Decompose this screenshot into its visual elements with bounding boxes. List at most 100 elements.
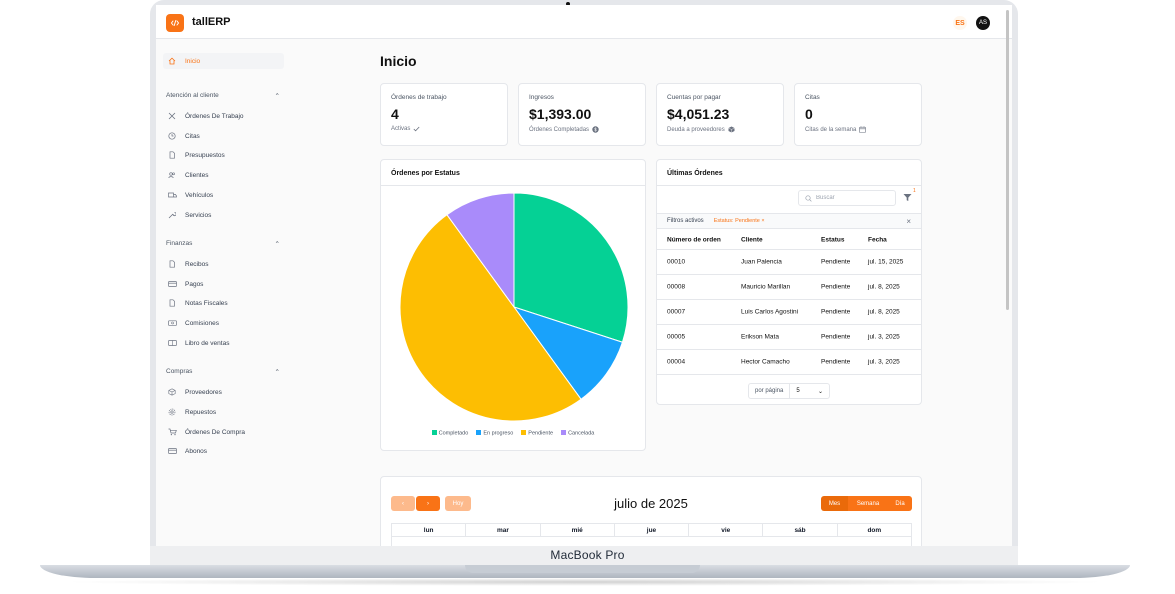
orders-table: Número de orden Cliente Estatus Fecha 00… xyxy=(657,230,921,375)
section-atencion[interactable]: Atención al cliente ⌃ xyxy=(166,92,280,100)
sidebar-item-citas[interactable]: Citas xyxy=(163,128,284,144)
search-icon xyxy=(805,194,812,202)
stat-card-citas[interactable]: Citas 0 Citas de la semana xyxy=(794,83,922,146)
remove-filter-icon[interactable]: × xyxy=(761,218,765,224)
document-icon xyxy=(166,260,178,268)
sidebar-item-label: Órdenes De Compra xyxy=(185,428,245,436)
sidebar-item-label: Libro de ventas xyxy=(185,339,230,347)
column-header[interactable]: Cliente xyxy=(741,236,763,243)
column-header[interactable]: Fecha xyxy=(868,236,887,243)
order-number: 00010 xyxy=(667,258,686,266)
section-finanzas[interactable]: Finanzas ⌃ xyxy=(166,240,280,248)
gear-icon xyxy=(166,408,178,416)
cart-icon xyxy=(166,428,178,436)
calendar-title: julio de 2025 xyxy=(614,496,688,511)
clear-filters-icon[interactable]: × xyxy=(906,217,911,226)
sidebar-item-libro-ventas[interactable]: Libro de ventas xyxy=(163,335,284,351)
sidebar-item-comisiones[interactable]: Comisiones xyxy=(163,315,284,331)
table-row[interactable]: 00005 Erikson Mata Pendiente jul. 3, 2025 xyxy=(657,325,921,350)
sidebar-item-label: Comisiones xyxy=(185,319,219,327)
sidebar-item-ordenes-trabajo[interactable]: Órdenes De Trabajo xyxy=(163,108,284,124)
stat-card-ordenes[interactable]: Órdenes de trabajo 4 Activas xyxy=(380,83,508,146)
column-header[interactable]: Número de orden xyxy=(667,236,721,243)
document-icon xyxy=(166,151,178,159)
laptop-chin xyxy=(150,546,1018,565)
client-name: Mauricio Marillan xyxy=(741,283,791,291)
sidebar-item-clientes[interactable]: Clientes xyxy=(163,167,284,183)
calendar-prev-button[interactable]: ‹ xyxy=(391,496,415,511)
truck-icon xyxy=(166,191,178,199)
stat-label: Cuentas por pagar xyxy=(667,94,721,101)
table-row[interactable]: 00008 Mauricio Marillan Pendiente jul. 8, 2… xyxy=(657,275,921,300)
order-date: jul. 8, 2025 xyxy=(868,283,900,291)
sidebar-item-presupuestos[interactable]: Presupuestos xyxy=(163,147,284,163)
sidebar-item-inicio[interactable]: Inicio xyxy=(163,53,284,69)
weekday-label: mar xyxy=(466,524,541,537)
legend-item[interactable]: En progreso xyxy=(476,430,513,437)
per-page-number: 5 xyxy=(796,388,800,394)
banknote-icon xyxy=(166,319,178,327)
filter-icon[interactable] xyxy=(903,193,912,202)
weekday-label: sáb xyxy=(763,524,838,537)
scrollbar[interactable] xyxy=(1006,10,1009,310)
stat-card-ingresos[interactable]: Ingresos $1,393.00 Órdenes Completadas xyxy=(518,83,646,146)
sidebar-item-recibos[interactable]: Recibos xyxy=(163,256,284,272)
sidebar-item-pagos[interactable]: Pagos xyxy=(163,276,284,292)
sidebar-item-repuestos[interactable]: Repuestos xyxy=(163,404,284,420)
search-box[interactable] xyxy=(798,190,896,206)
stat-card-cuentas[interactable]: Cuentas por pagar $4,051.23 Deuda a prov… xyxy=(656,83,784,146)
stat-sub-text: Citas de la semana xyxy=(805,126,857,133)
camera-dot xyxy=(566,2,570,6)
sidebar-item-abonos[interactable]: Abonos xyxy=(163,443,284,459)
view-month-button[interactable]: Mes xyxy=(821,496,848,511)
pie-slice-en-progreso[interactable] xyxy=(512,306,624,400)
filter-count-badge: 1 xyxy=(913,188,916,194)
sidebar-item-label: Notas Fiscales xyxy=(185,299,228,307)
stat-value: 0 xyxy=(805,106,813,122)
view-day-button[interactable]: Día xyxy=(888,496,912,511)
package-icon xyxy=(166,388,178,396)
filter-chip[interactable]: Estatus: Pendiente × xyxy=(714,218,765,224)
calendar-icon xyxy=(859,126,867,133)
sidebar-item-servicios[interactable]: Servicios xyxy=(163,207,284,223)
stat-label: Ingresos xyxy=(529,94,554,101)
view-week-button[interactable]: Semana xyxy=(848,496,888,511)
pie-slice-pendiente[interactable] xyxy=(399,214,582,422)
legend-label: En progreso xyxy=(483,430,514,437)
brand-logo-icon[interactable] xyxy=(166,14,184,32)
search-input[interactable] xyxy=(816,195,886,201)
table-row[interactable]: 00004 Hector Camacho Pendiente jul. 3, 2025 xyxy=(657,350,921,375)
chart-title: Órdenes por Estatus xyxy=(391,170,460,177)
client-name: Erikson Mata xyxy=(741,333,779,341)
table-row[interactable]: 00010 Juan Palencia Pendiente jul. 15, 2025 xyxy=(657,250,921,275)
stat-label: Citas xyxy=(805,94,820,101)
per-page-value[interactable]: 5 ⌄ xyxy=(790,388,829,395)
weekday-label: dom xyxy=(837,524,911,537)
column-header[interactable]: Estatus xyxy=(821,236,845,243)
sidebar-item-ordenes-compra[interactable]: Órdenes De Compra xyxy=(163,424,284,440)
sidebar-item-label: Abonos xyxy=(185,447,208,455)
legend-item[interactable]: Pendiente xyxy=(521,430,553,437)
sidebar-item-label: Servicios xyxy=(185,211,212,219)
active-filters-bar: Filtros activos Estatus: Pendiente × × xyxy=(657,213,921,229)
sidebar-item-notas-fiscales[interactable]: Notas Fiscales xyxy=(163,295,284,311)
pie-slice-cancelada[interactable] xyxy=(446,192,515,309)
sidebar-item-vehiculos[interactable]: Vehículos xyxy=(163,187,284,203)
legend-item[interactable]: Cancelada xyxy=(561,430,594,437)
calendar-today-button[interactable]: Hoy xyxy=(445,496,471,511)
section-title: Compras xyxy=(166,368,193,375)
language-toggle[interactable]: ES xyxy=(953,16,967,30)
sidebar-item-proveedores[interactable]: Proveedores xyxy=(163,384,284,400)
order-status: Pendiente xyxy=(821,283,851,291)
stat-value: 4 xyxy=(391,106,399,122)
legend-item[interactable]: Completado xyxy=(431,430,468,437)
order-status: Pendiente xyxy=(821,358,851,366)
user-avatar[interactable]: AS xyxy=(976,16,990,30)
section-compras[interactable]: Compras ⌃ xyxy=(166,368,280,376)
table-row[interactable]: 00007 Luis Carlos Agostini Pendiente jul. 8… xyxy=(657,300,921,325)
pie-slice-completado[interactable] xyxy=(513,192,629,343)
per-page-select[interactable]: por página 5 ⌄ xyxy=(748,383,830,399)
calendar-next-button[interactable]: › xyxy=(416,496,440,511)
brand-name[interactable]: tallERP xyxy=(192,16,231,28)
